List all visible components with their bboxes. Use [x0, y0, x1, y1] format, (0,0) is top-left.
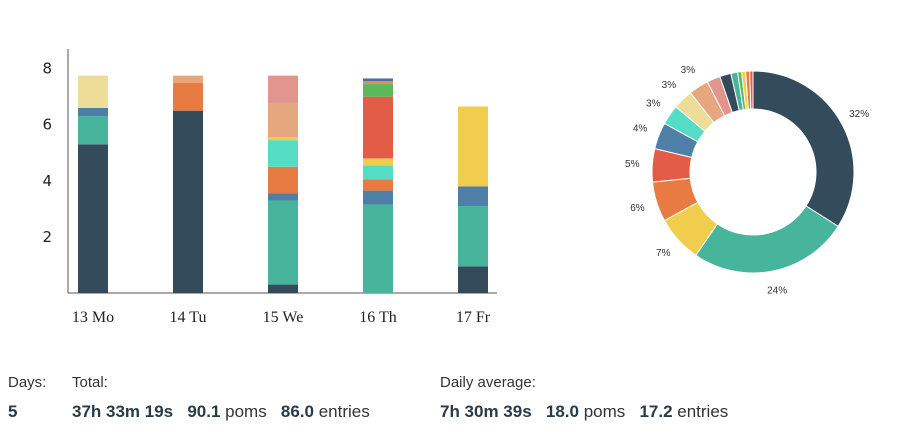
slice-percent-label: 3% — [646, 99, 661, 110]
bar-segment — [363, 204, 393, 293]
bar-segment — [268, 200, 298, 285]
bar-segment — [363, 179, 393, 191]
slice-percent-label: 24% — [767, 286, 787, 297]
bar-segment — [78, 107, 108, 117]
donut-slice — [752, 70, 855, 228]
bar-segment — [268, 284, 298, 293]
bar-segment — [363, 96, 393, 159]
x-category-label: 14 Tu — [170, 309, 207, 326]
bar-segment — [363, 81, 393, 85]
slice-percent-label: 3% — [681, 65, 696, 76]
y-tick-label: 2 — [42, 228, 52, 246]
bar-segment — [78, 75, 108, 108]
daily-average-label: Daily average: — [440, 374, 536, 391]
bar-segment — [363, 84, 393, 97]
slice-percent-label: 3% — [662, 80, 677, 91]
x-category-label: 16 Th — [359, 309, 396, 326]
y-tick-label: 6 — [42, 116, 52, 134]
bar-segment — [363, 165, 393, 180]
bar-segment — [78, 116, 108, 145]
slice-percent-label: 7% — [656, 248, 671, 259]
bar-segment — [268, 75, 298, 104]
total-values: 37h 33m 19s 90.1 poms 86.0 entries — [72, 402, 370, 421]
bar-segment — [173, 110, 203, 294]
slice-percent-label: 4% — [633, 124, 648, 135]
project-share-donut-chart: 32%24%7%6%5%4%3%3%3% — [625, 65, 869, 297]
bar-segment — [268, 103, 298, 138]
slice-percent-label: 32% — [849, 109, 869, 120]
bar-segment — [78, 144, 108, 293]
total-poms: 90.1 — [187, 402, 221, 421]
daily-stacked-bar-chart: 2 4 6 8 13 Mo 14 Tu 15 We 16 Th 17 Fr — [42, 49, 497, 326]
bar-segment — [268, 137, 298, 141]
bar-segment — [173, 82, 203, 111]
x-category-label: 15 We — [263, 309, 304, 326]
slice-percent-label: 6% — [630, 203, 645, 214]
bar-segment — [363, 190, 393, 205]
bar-segment — [363, 78, 393, 82]
daily-average-values: 7h 30m 39s 18.0 poms 17.2 entries — [440, 402, 729, 421]
avg-poms: 18.0 — [545, 402, 579, 421]
bar-segment — [268, 166, 298, 194]
donut-slice — [749, 70, 754, 110]
bar-segment — [458, 206, 488, 267]
bar-segment — [363, 158, 393, 166]
y-tick-label: 8 — [42, 60, 52, 78]
total-entries: 86.0 — [280, 402, 314, 421]
avg-time: 7h 30m 39s — [440, 402, 532, 421]
slice-percent-label: 5% — [625, 159, 640, 170]
days-label: Days: — [8, 374, 47, 391]
bar-segment — [173, 75, 203, 83]
bar-segment — [268, 193, 298, 201]
bar-segment — [458, 106, 488, 187]
y-tick-label: 4 — [42, 172, 52, 190]
days-value: 5 — [8, 402, 18, 421]
x-category-label: 13 Mo — [72, 309, 114, 326]
bar-segment — [458, 186, 488, 207]
total-time: 37h 33m 19s — [72, 402, 174, 421]
x-category-label: 17 Fr — [456, 309, 491, 326]
donut-slice — [695, 205, 839, 274]
avg-entries: 17.2 — [639, 402, 673, 421]
bar-segment — [458, 266, 488, 293]
total-label: Total: — [72, 374, 108, 391]
bar-segment — [268, 140, 298, 167]
